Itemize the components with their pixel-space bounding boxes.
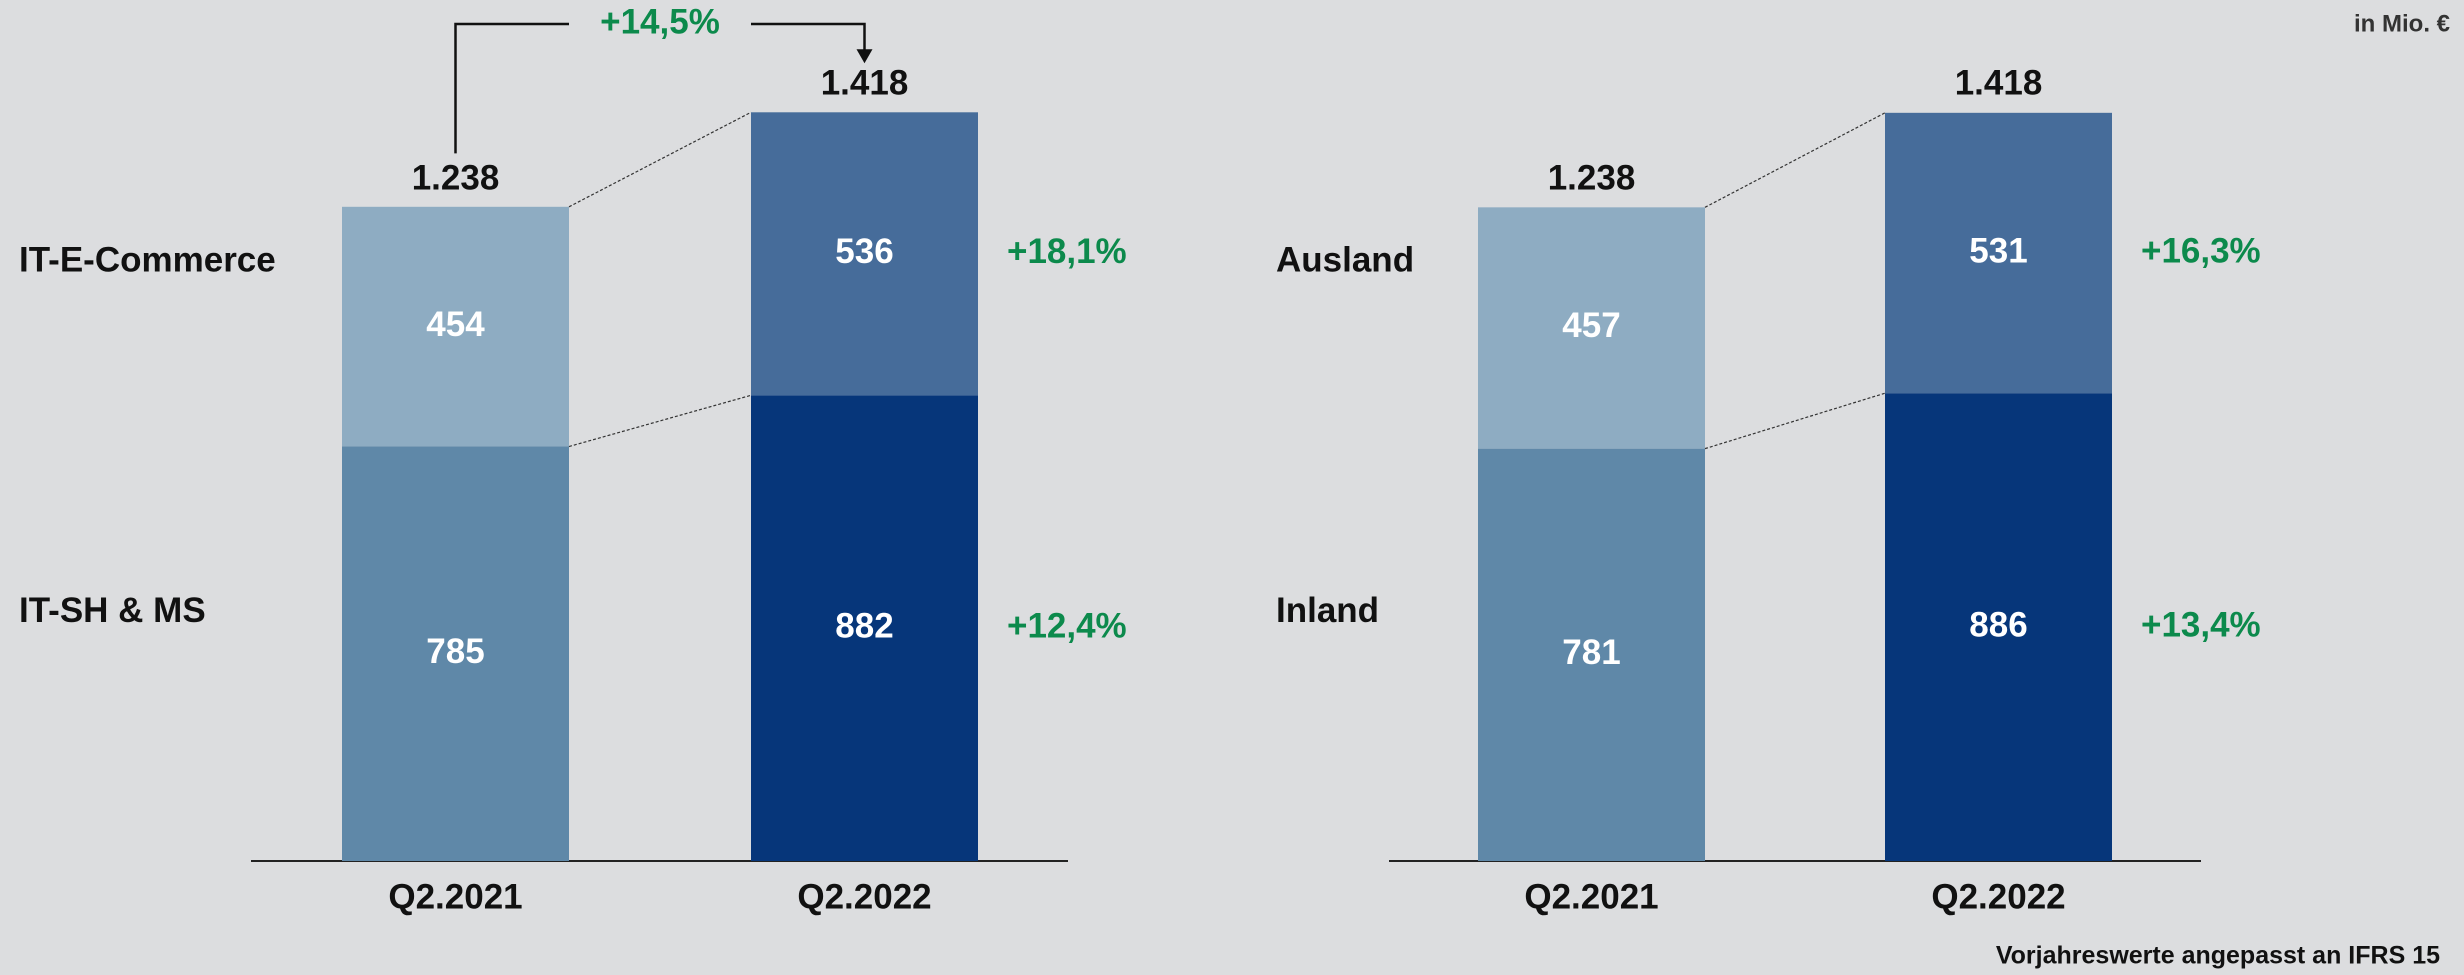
- change-arrow: [454, 22, 569, 154]
- total-label: 1.238: [412, 159, 500, 198]
- bar-segment: [342, 446, 569, 861]
- category-label: Q2.2021: [1524, 877, 1658, 916]
- connector: [568, 394, 752, 448]
- series-label: Ausland: [1276, 241, 1414, 280]
- total-label: 1.418: [1955, 64, 2043, 103]
- value-label: 454: [426, 305, 485, 344]
- category-label: Q2.2022: [797, 877, 931, 916]
- value-label: 781: [1562, 633, 1620, 672]
- value-label: 531: [1969, 231, 2027, 270]
- bar-segment: [1885, 393, 2112, 861]
- series-label: IT-E-Commerce: [19, 240, 276, 279]
- unit-label: in Mio. €: [2354, 10, 2450, 37]
- total-label: 1.238: [1548, 159, 1636, 198]
- value-label: 457: [1562, 306, 1620, 345]
- bar-segment: [342, 206, 569, 447]
- category-label: Q2.2021: [388, 877, 522, 916]
- connector: [1704, 392, 1886, 450]
- series-label: Inland: [1276, 591, 1379, 630]
- bar-segment: [751, 395, 978, 861]
- bar-segment: [1478, 448, 1705, 861]
- change-label: +18,1%: [1007, 232, 1127, 271]
- value-label: 886: [1969, 605, 2027, 644]
- arrow-head: [856, 49, 873, 64]
- category-label: Q2.2022: [1931, 877, 2065, 916]
- total-change-label: +14,5%: [600, 2, 720, 41]
- change-label: +12,4%: [1007, 606, 1127, 645]
- footnote: Vorjahreswerte angepasst an IFRS 15: [1996, 942, 2440, 970]
- connector: [568, 111, 752, 208]
- bar-segment: [1478, 207, 1705, 449]
- change-label: +16,3%: [2141, 231, 2261, 270]
- value-label: 785: [426, 632, 484, 671]
- value-label: 882: [835, 606, 893, 645]
- total-label: 1.418: [821, 64, 909, 103]
- bar-segment: [751, 112, 978, 396]
- connector: [1704, 112, 1886, 208]
- series-label: IT-SH & MS: [19, 591, 206, 630]
- bar-segment: [1885, 112, 2112, 394]
- change-label: +13,4%: [2141, 605, 2261, 644]
- change-arrow: [751, 22, 866, 54]
- value-label: 536: [835, 232, 893, 271]
